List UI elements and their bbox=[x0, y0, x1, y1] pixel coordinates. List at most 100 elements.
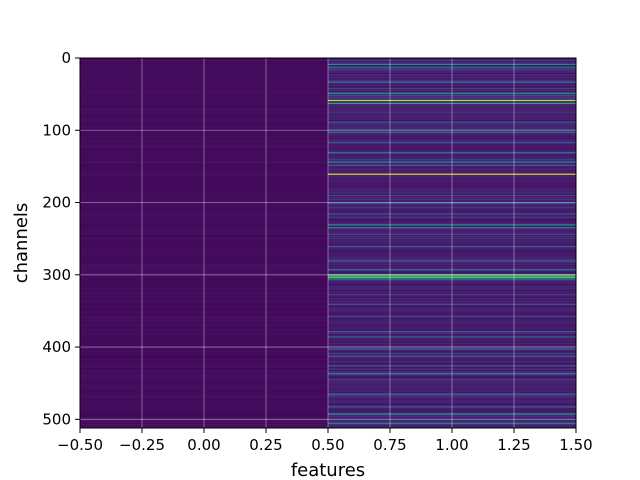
heatmap-cell bbox=[328, 334, 576, 336]
heatmap-cell bbox=[328, 410, 576, 412]
heatmap-cell bbox=[328, 118, 576, 120]
heatmap-cell bbox=[328, 236, 576, 238]
heatmap-cell bbox=[328, 140, 576, 142]
heatmap-cell bbox=[328, 137, 576, 139]
heatmap-cell bbox=[80, 346, 328, 348]
heatmap-cell bbox=[328, 313, 576, 314]
heatmap-cell bbox=[328, 120, 576, 121]
heatmap-cell bbox=[328, 153, 576, 155]
heatmap-cell bbox=[328, 340, 576, 342]
heatmap-cell bbox=[80, 214, 328, 215]
heatmap-cell bbox=[328, 185, 576, 187]
heatmap-cell bbox=[328, 368, 576, 369]
y-tick-label: 100 bbox=[42, 121, 71, 139]
heatmap-cell bbox=[328, 299, 576, 301]
heatmap-cell bbox=[328, 130, 576, 132]
heatmap-cell bbox=[80, 363, 328, 365]
heatmap-cell bbox=[80, 313, 328, 315]
heatmap-cell bbox=[80, 64, 328, 66]
heatmap-cell bbox=[80, 322, 328, 324]
heatmap-cell bbox=[328, 326, 576, 327]
heatmap-cell bbox=[328, 273, 576, 275]
heatmap-cell bbox=[328, 206, 576, 208]
heatmap-cell bbox=[328, 388, 576, 390]
heatmap-cell bbox=[80, 417, 328, 419]
heatmap-cell bbox=[328, 297, 576, 299]
heatmap-cell bbox=[328, 262, 576, 264]
heatmap-cell bbox=[328, 237, 576, 238]
heatmap-cell bbox=[80, 110, 328, 111]
heatmap-cell bbox=[80, 357, 328, 358]
heatmap-cell bbox=[328, 234, 576, 236]
heatmap-cell bbox=[80, 71, 328, 72]
heatmap-cell bbox=[328, 378, 576, 379]
heatmap-cell bbox=[328, 261, 576, 262]
heatmap-cell bbox=[80, 142, 328, 144]
heatmap-cell bbox=[328, 144, 576, 146]
heatmap-cell bbox=[80, 348, 328, 350]
heatmap-highlight-row bbox=[328, 63, 576, 65]
heatmap-cell bbox=[328, 85, 576, 87]
heatmap-cell bbox=[328, 342, 576, 344]
heatmap-cell bbox=[328, 245, 576, 246]
heatmap-cell bbox=[80, 155, 328, 157]
heatmap-cell bbox=[80, 263, 328, 265]
heatmap-cell bbox=[328, 188, 576, 190]
heatmap-cell bbox=[328, 323, 576, 324]
heatmap-cell bbox=[328, 335, 576, 337]
heatmap-cell bbox=[80, 218, 328, 220]
heatmap-cell bbox=[328, 254, 576, 256]
heatmap-cell bbox=[328, 178, 576, 180]
heatmap-cell bbox=[328, 89, 576, 91]
heatmap-cell bbox=[80, 177, 328, 178]
heatmap-cell bbox=[328, 106, 576, 108]
heatmap-cell bbox=[328, 336, 576, 337]
x-tick-label: −0.25 bbox=[119, 436, 165, 454]
heatmap-cell bbox=[328, 201, 576, 202]
heatmap-cell bbox=[80, 320, 328, 322]
heatmap-cell bbox=[328, 75, 576, 77]
heatmap-cell bbox=[80, 315, 328, 317]
heatmap-cell bbox=[328, 197, 576, 199]
heatmap-cell bbox=[328, 293, 576, 295]
heatmap-cell bbox=[328, 243, 576, 244]
heatmap-cell bbox=[80, 198, 328, 200]
heatmap-cell bbox=[328, 240, 576, 242]
heatmap-cell bbox=[328, 396, 576, 397]
heatmap-highlight-row bbox=[328, 373, 576, 375]
heatmap-cell bbox=[80, 324, 328, 326]
heatmap-cell bbox=[80, 305, 328, 306]
heatmap-cell bbox=[328, 256, 576, 258]
heatmap-cell bbox=[328, 259, 576, 261]
heatmap-cell bbox=[80, 97, 328, 98]
heatmap-cell bbox=[80, 396, 328, 397]
y-tick-label: 500 bbox=[42, 410, 71, 428]
heatmap-cell bbox=[328, 108, 576, 110]
heatmap-cell bbox=[80, 79, 328, 81]
heatmap-cell bbox=[328, 115, 576, 116]
heatmap-cell bbox=[328, 192, 576, 194]
heatmap-cell bbox=[80, 235, 328, 237]
heatmap-cell bbox=[328, 241, 576, 243]
heatmap-cell bbox=[80, 60, 328, 61]
heatmap-cell bbox=[80, 255, 328, 257]
heatmap-cell bbox=[328, 73, 576, 74]
heatmap-cell bbox=[80, 192, 328, 194]
heatmap-cell bbox=[328, 198, 576, 200]
heatmap-cell bbox=[328, 408, 576, 410]
heatmap-cell bbox=[328, 287, 576, 289]
heatmap-cell bbox=[328, 190, 576, 192]
heatmap-cell bbox=[328, 160, 576, 162]
heatmap-cell bbox=[328, 225, 576, 227]
heatmap-cell bbox=[328, 128, 576, 130]
heatmap-cell bbox=[80, 411, 328, 413]
heatmap-cell bbox=[328, 382, 576, 384]
heatmap-highlight-row bbox=[328, 331, 576, 333]
heatmap-cell bbox=[328, 180, 576, 182]
heatmap-cell bbox=[328, 397, 576, 399]
heatmap-cell bbox=[80, 420, 328, 421]
heatmap-highlight-row bbox=[328, 92, 576, 94]
heatmap-cell bbox=[328, 89, 576, 90]
heatmap-cell bbox=[80, 289, 328, 291]
heatmap-cell bbox=[328, 149, 576, 151]
